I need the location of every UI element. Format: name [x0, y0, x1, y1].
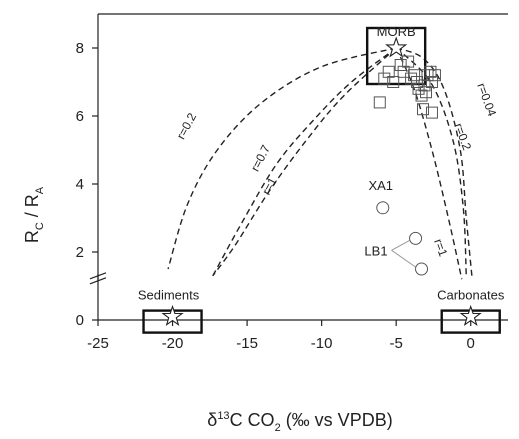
y-tick-label-3: 6	[76, 108, 84, 125]
square-point-4	[394, 59, 407, 71]
square-point-5	[397, 65, 410, 78]
square-point-8	[408, 69, 421, 82]
y-tick-label-2: 4	[76, 176, 84, 193]
square-point-11	[415, 89, 428, 102]
y-tick-label-4: 8	[76, 40, 84, 57]
square-point-14	[424, 65, 437, 78]
x-tick-label-0: -25	[87, 335, 109, 352]
square-point-9	[411, 76, 424, 88]
square-point-6	[402, 55, 415, 68]
data-points-layer	[373, 55, 441, 276]
square-point-0	[373, 96, 386, 109]
square-point-16	[428, 69, 441, 82]
square-point-12	[418, 79, 431, 92]
end-member-label-0: MORB	[377, 24, 416, 39]
y-axis-title: RC / RA	[22, 186, 46, 243]
annotation-label-0: XA1	[368, 178, 393, 193]
mixing-curve-1	[212, 47, 397, 277]
circle-point-2	[415, 262, 429, 276]
square-point-19	[420, 86, 432, 99]
square-point-13	[421, 69, 434, 82]
end-member-box-0	[365, 26, 427, 86]
mixing-curve-label-2: r=1	[259, 175, 280, 197]
annotation-label-1: LB1	[364, 243, 387, 258]
mixing-curve-label-4: r=0.2	[451, 121, 474, 152]
square-point-1	[378, 72, 391, 85]
square-point-3	[387, 76, 400, 88]
mixing-curve-label-5: r=0.04	[474, 81, 499, 118]
y-tick-label-0: 0	[76, 312, 84, 329]
x-tick-label-1: -20	[162, 335, 184, 352]
axes-layer	[89, 13, 508, 326]
x-tick-label-3: -10	[311, 335, 333, 352]
end-member-boxes-layer	[142, 26, 501, 334]
y-axis-break-2	[89, 277, 107, 285]
end-member-star-0	[385, 36, 408, 58]
circle-point-0	[376, 201, 390, 215]
mixing-curve-0	[167, 47, 397, 270]
x-tick-label-5: 0	[467, 335, 475, 352]
x-tick-label-4: -5	[390, 335, 403, 352]
end-member-label-2: Carbonates	[437, 288, 505, 303]
annotation-leader-1	[391, 239, 410, 251]
square-point-17	[417, 103, 430, 116]
mixing-curve-5	[395, 47, 473, 280]
x-axis-title: δ13C CO2 (‰ vs VPDB)	[207, 410, 392, 434]
y-tick-label-1: 2	[76, 244, 84, 261]
mixing-curve-label-1: r=0.7	[248, 142, 273, 173]
mixing-curve-2	[212, 47, 397, 277]
square-point-18	[425, 106, 438, 119]
end-member-star-1	[161, 304, 184, 327]
square-point-2	[382, 65, 395, 78]
mixing-curve-label-0: r=0.2	[174, 110, 200, 141]
x-tick-label-2: -15	[236, 335, 258, 352]
end-member-label-1: Sediments	[138, 288, 200, 303]
circle-point-1	[409, 231, 423, 245]
mixing-curve-label-3: r=1	[431, 237, 450, 259]
end-member-star-2	[459, 304, 482, 327]
annotation-leader-2	[391, 249, 416, 268]
y-axis-break-1	[89, 272, 107, 280]
